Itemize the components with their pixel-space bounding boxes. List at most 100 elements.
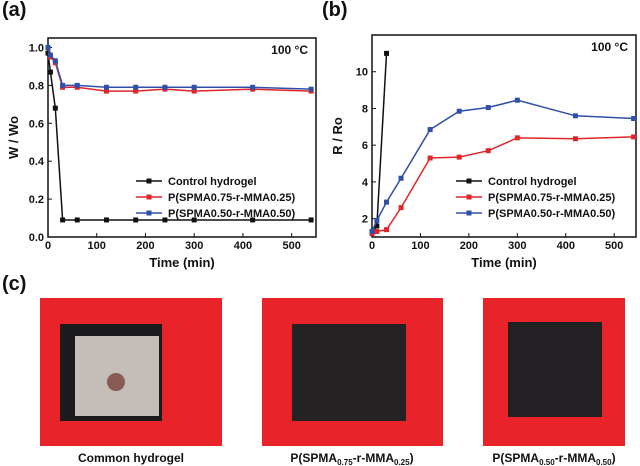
data-point (572, 136, 578, 142)
legend-label: Control hydrogel (488, 176, 577, 188)
y-tick-label: 1.0 (29, 42, 44, 54)
panel-label: (c) (2, 273, 26, 295)
annotation: 100 °C (591, 40, 628, 54)
x-axis-label: Time (min) (471, 255, 537, 270)
plot-frame (371, 34, 637, 238)
y-tick-label: 0.8 (29, 80, 44, 92)
panel-label: (a) (2, 0, 26, 21)
caption-text: ) (410, 451, 414, 465)
data-point (374, 223, 380, 229)
caption-text: P(SPMA (290, 451, 337, 465)
y-axis-label: R / Ro (330, 117, 345, 155)
data-point (369, 228, 375, 234)
data-point (572, 113, 578, 119)
photo-caption: Common hydrogel (78, 451, 184, 465)
caption-text: Common hydrogel (78, 451, 184, 465)
y-tick-label: 0.0 (29, 232, 44, 244)
data-point (103, 84, 109, 90)
y-tick-label: 10 (356, 67, 368, 79)
y-tick-label: 0.4 (29, 156, 45, 168)
photos (40, 298, 625, 446)
x-tick-label: 100 (411, 240, 429, 252)
data-point (631, 116, 637, 122)
data-point (384, 227, 390, 233)
photo-caption: P(SPMA0.75-r-MMA0.25) (290, 451, 413, 466)
caption-subscript: 0.50 (596, 458, 612, 466)
x-tick-label: 200 (136, 240, 154, 252)
data-point (74, 82, 80, 88)
data-point (398, 205, 404, 211)
legend-marker (466, 178, 472, 184)
data-point (162, 217, 168, 223)
data-point (250, 217, 256, 223)
legend-marker (146, 194, 152, 200)
x-axis-label: Time (min) (149, 255, 215, 270)
y-axis-label: W / Wo (6, 116, 21, 159)
data-point (52, 105, 58, 111)
data-point (133, 84, 139, 90)
data-point (514, 135, 520, 141)
data-point (74, 217, 80, 223)
y-tick-label: 6 (362, 140, 368, 152)
data-point (398, 175, 404, 181)
y-tick-label: 0.2 (29, 194, 44, 206)
data-point (103, 217, 109, 223)
data-point (384, 50, 390, 56)
data-point (60, 82, 66, 88)
series-line (371, 99, 634, 232)
caption-subscript: 0.75 (337, 458, 353, 466)
x-tick-label: 300 (185, 240, 203, 252)
data-point (308, 217, 314, 223)
legend-marker (466, 194, 472, 200)
caption-text: -r-MMA (353, 451, 395, 465)
data-point (52, 58, 58, 64)
plot-frame (47, 37, 317, 238)
legend-marker (146, 210, 152, 216)
caption-subscript: 0.25 (394, 458, 410, 466)
legend-label: P(SPMA0.50-r-MMA0.50) (488, 208, 615, 220)
caption-text: P(SPMA (492, 451, 539, 465)
photo-caption: P(SPMA0.50-r-MMA0.50) (492, 451, 615, 466)
legend-label: Control hydrogel (168, 176, 257, 188)
data-point (514, 97, 520, 103)
x-tick-label: 300 (508, 240, 526, 252)
caption-subscript: 0.50 (539, 458, 555, 466)
legend-marker (146, 178, 152, 184)
caption-text: ) (612, 451, 616, 465)
data-point (47, 69, 53, 75)
data-point (485, 148, 491, 154)
data-point (384, 199, 390, 205)
data-point (133, 88, 139, 94)
y-tick-label: 2 (362, 214, 368, 226)
black-pad (508, 322, 602, 417)
data-point (133, 217, 139, 223)
x-tick-label: 400 (234, 240, 252, 252)
gel-spot (107, 373, 125, 391)
data-point (250, 84, 256, 90)
y-tick-label: 0.6 (29, 118, 44, 130)
data-point (456, 108, 462, 114)
x-tick-label: 0 (369, 240, 375, 252)
series-line (371, 136, 634, 235)
y-tick-label: 4 (362, 177, 369, 189)
data-point (308, 86, 314, 92)
x-tick-label: 200 (460, 240, 478, 252)
data-point (427, 127, 433, 133)
data-point (427, 155, 433, 161)
x-tick-label: 0 (45, 240, 51, 252)
data-point (103, 88, 109, 94)
data-point (191, 217, 197, 223)
black-pad (292, 324, 406, 421)
data-point (191, 88, 197, 94)
data-point (631, 134, 637, 140)
legend-label: P(SPMA0.50-r-MMA0.50) (168, 208, 295, 220)
annotation: 100 °C (271, 43, 308, 57)
data-point (485, 105, 491, 111)
x-tick-label: 100 (88, 240, 106, 252)
x-tick-label: 400 (557, 240, 575, 252)
y-tick-label: 8 (362, 103, 368, 115)
data-point (374, 228, 380, 234)
legend-label: P(SPMA0.75-r-MMA0.25) (488, 192, 615, 204)
data-point (456, 154, 462, 160)
data-point (47, 52, 53, 58)
